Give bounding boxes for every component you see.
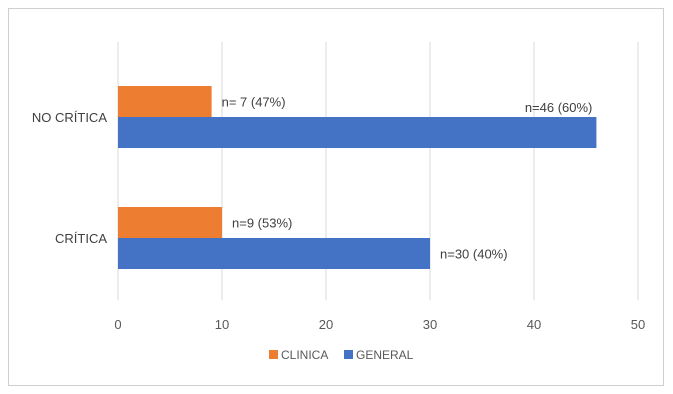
x-tick-label: 0 [114, 317, 121, 332]
x-tick-label: 50 [631, 317, 645, 332]
data-label: n= 7 (47%) [222, 95, 286, 110]
data-labels: n= 7 (47%) n=46 (60%) n=9 (53%) n=30 (40%) [222, 95, 593, 262]
category-labels: NO CRÍTICA CRÍTICA [32, 110, 107, 246]
x-tick-label: 40 [527, 317, 541, 332]
x-tick-label: 20 [319, 317, 333, 332]
x-tick-labels: 0 10 20 30 40 50 [114, 317, 645, 332]
x-tick-label: 10 [215, 317, 229, 332]
category-label: CRÍTICA [55, 231, 107, 246]
legend-swatch [269, 350, 278, 359]
general-bar [118, 238, 430, 269]
legend: CLINICA GENERAL [269, 348, 414, 362]
data-label: n=9 (53%) [232, 216, 292, 231]
legend-label: CLINICA [281, 348, 328, 362]
clinica-bar [118, 86, 212, 117]
bars [118, 86, 597, 269]
data-label: n=46 (60%) [525, 100, 593, 115]
chart-frame [8, 8, 664, 386]
legend-label: GENERAL [356, 348, 414, 362]
data-label: n=30 (40%) [440, 247, 508, 262]
legend-swatch [344, 350, 353, 359]
category-label: NO CRÍTICA [32, 110, 107, 125]
clinica-bar [118, 207, 222, 238]
x-tick-label: 30 [423, 317, 437, 332]
general-bar [118, 117, 597, 148]
